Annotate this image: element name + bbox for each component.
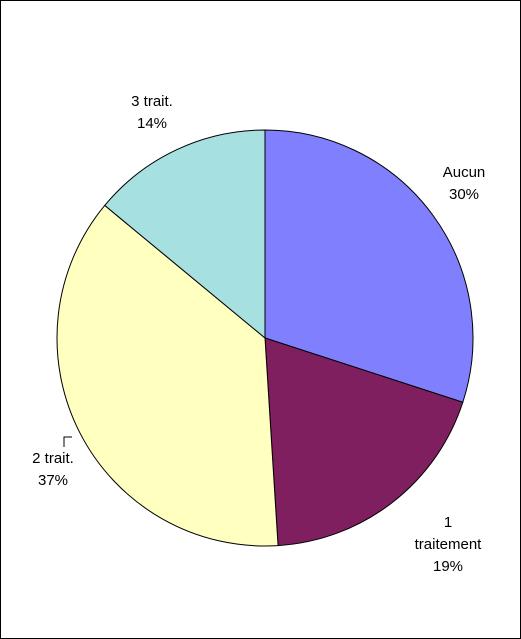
- slice-label-3: 3 trait. 14%: [131, 93, 173, 132]
- slice-labels: Aucun 30% 1 traitement 19% 2 trait. 37% 3 trait…: [32, 93, 485, 575]
- slice-percent-3: 14%: [137, 115, 167, 132]
- slice-label-1: 1 traitement 19%: [415, 514, 483, 575]
- pie-slice-3: [104, 129, 266, 340]
- slice-name-0: Aucun: [443, 164, 486, 181]
- leader-line-2: [63, 436, 72, 447]
- slice-name-3: 3 trait.: [131, 93, 173, 110]
- slice-name-2: 2 trait.: [32, 450, 74, 467]
- slice-label-0: Aucun 30%: [443, 164, 486, 203]
- pie-slice-0: [264, 129, 474, 403]
- slice-percent-2: 37%: [38, 472, 68, 489]
- slice-name-1: 1: [444, 514, 452, 531]
- pie-slices: [56, 129, 474, 547]
- slice-label-2: 2 trait. 37%: [32, 450, 74, 489]
- slice-percent-0: 30%: [449, 186, 479, 203]
- leader-lines: [63, 436, 72, 447]
- pie-slice-2: [56, 204, 279, 547]
- slice-name-1: traitement: [415, 536, 483, 553]
- pie-slice-1: [264, 337, 464, 547]
- slice-percent-1: 19%: [433, 558, 463, 575]
